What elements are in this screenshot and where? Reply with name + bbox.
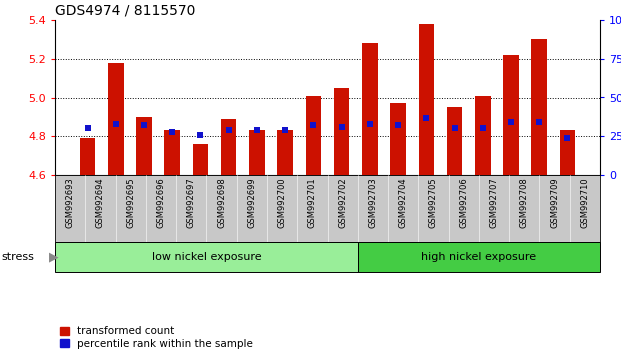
Bar — [278, 130, 293, 175]
Point — [196, 132, 206, 138]
Bar — [358, 242, 600, 272]
Point — [167, 129, 177, 135]
Text: GSM992710: GSM992710 — [581, 178, 589, 228]
Bar — [446, 107, 462, 175]
Text: GSM992700: GSM992700 — [278, 178, 286, 228]
Text: GDS4974 / 8115570: GDS4974 / 8115570 — [55, 4, 196, 18]
Bar — [108, 63, 124, 175]
Bar — [334, 88, 350, 175]
Point — [111, 121, 120, 127]
Legend: transformed count, percentile rank within the sample: transformed count, percentile rank withi… — [60, 326, 253, 349]
Text: GSM992698: GSM992698 — [217, 178, 226, 228]
Bar — [532, 39, 547, 175]
Text: GSM992696: GSM992696 — [156, 178, 165, 228]
Point — [280, 127, 290, 133]
Point — [309, 122, 319, 128]
Bar — [55, 242, 358, 272]
Bar — [249, 130, 265, 175]
Text: GSM992707: GSM992707 — [489, 178, 499, 228]
Point — [139, 122, 149, 128]
Text: GSM992702: GSM992702 — [338, 178, 347, 228]
Point — [83, 126, 93, 131]
Point — [563, 135, 573, 141]
Text: GSM992709: GSM992709 — [550, 178, 559, 228]
Text: GSM992704: GSM992704 — [399, 178, 408, 228]
Point — [506, 119, 516, 125]
Bar — [165, 130, 180, 175]
Bar — [391, 103, 406, 175]
Point — [365, 121, 375, 127]
Text: stress: stress — [1, 252, 34, 262]
Bar — [79, 138, 95, 175]
Text: GSM992701: GSM992701 — [308, 178, 317, 228]
Point — [450, 126, 460, 131]
Text: GSM992697: GSM992697 — [187, 178, 196, 228]
Bar — [221, 119, 237, 175]
Text: GSM992705: GSM992705 — [429, 178, 438, 228]
Bar — [362, 43, 378, 175]
Text: low nickel exposure: low nickel exposure — [152, 252, 261, 262]
Text: ▶: ▶ — [49, 251, 58, 263]
Text: high nickel exposure: high nickel exposure — [421, 252, 537, 262]
Point — [224, 127, 233, 133]
Point — [252, 127, 262, 133]
Text: GSM992695: GSM992695 — [126, 178, 135, 228]
Bar — [136, 117, 152, 175]
Point — [478, 126, 487, 131]
Bar — [475, 96, 491, 175]
Text: GSM992706: GSM992706 — [460, 178, 468, 228]
Text: GSM992693: GSM992693 — [66, 178, 75, 228]
Bar — [560, 130, 575, 175]
Bar — [503, 55, 519, 175]
Bar — [306, 96, 321, 175]
Bar — [193, 144, 208, 175]
Point — [393, 122, 403, 128]
Point — [534, 119, 544, 125]
Point — [421, 115, 431, 120]
Bar — [419, 24, 434, 175]
Text: GSM992708: GSM992708 — [520, 178, 529, 228]
Text: GSM992694: GSM992694 — [96, 178, 105, 228]
Text: GSM992699: GSM992699 — [247, 178, 256, 228]
Text: GSM992703: GSM992703 — [368, 178, 378, 228]
Point — [337, 124, 347, 130]
